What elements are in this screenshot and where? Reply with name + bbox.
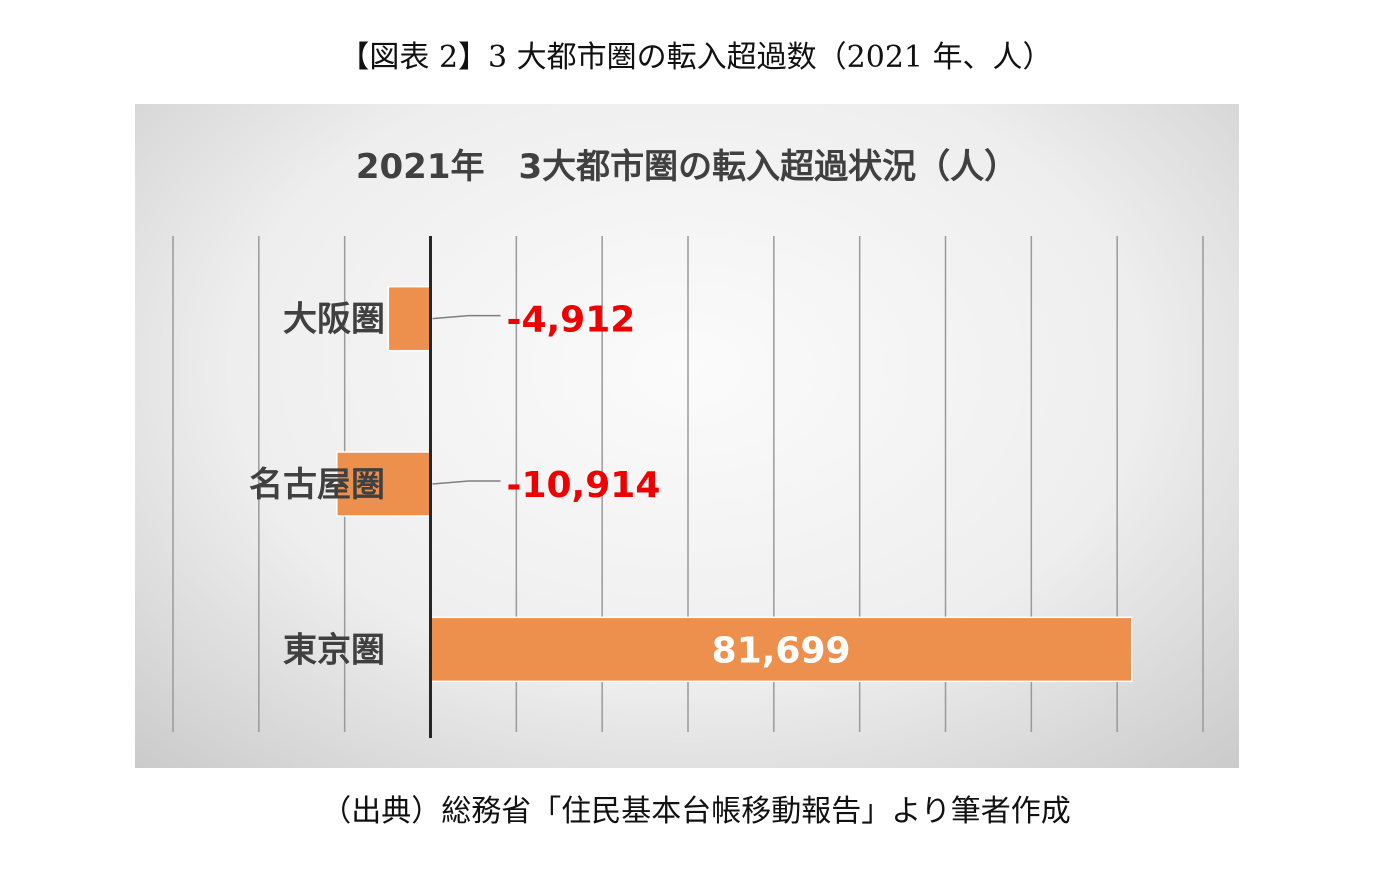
category-label-3: 東京圏	[283, 630, 385, 670]
bar-2	[336, 451, 432, 517]
leader-lines	[432, 314, 501, 485]
category-label-2: 名古屋圏	[249, 465, 385, 505]
source-note: （出典）総務省「住民基本台帳移動報告」より筆者作成	[321, 794, 1071, 829]
leader-line-2	[432, 480, 501, 485]
bars	[336, 285, 1133, 683]
bar-1	[387, 285, 432, 352]
value-label-2: -10,914	[507, 465, 661, 506]
figure-title: 【図表 2】3 大都市圏の転入超過数（2021 年、人）	[339, 40, 1053, 75]
value-labels: -4,912 -10,914 81,699	[507, 300, 851, 672]
bar-3	[429, 616, 1133, 683]
leader-line-1	[432, 314, 501, 320]
chart-panel: 2021年 3大都市圏の転入超過状況（人） 大阪圏 名古屋圏 東京圏 -4,912-…	[135, 104, 1239, 768]
chart-title: 2021年 3大都市圏の転入超過状況（人）	[356, 147, 1018, 187]
value-label-1: -4,912	[507, 300, 636, 341]
category-label-1: 大阪圏	[283, 300, 385, 340]
value-label-3: 81,699	[712, 630, 851, 671]
